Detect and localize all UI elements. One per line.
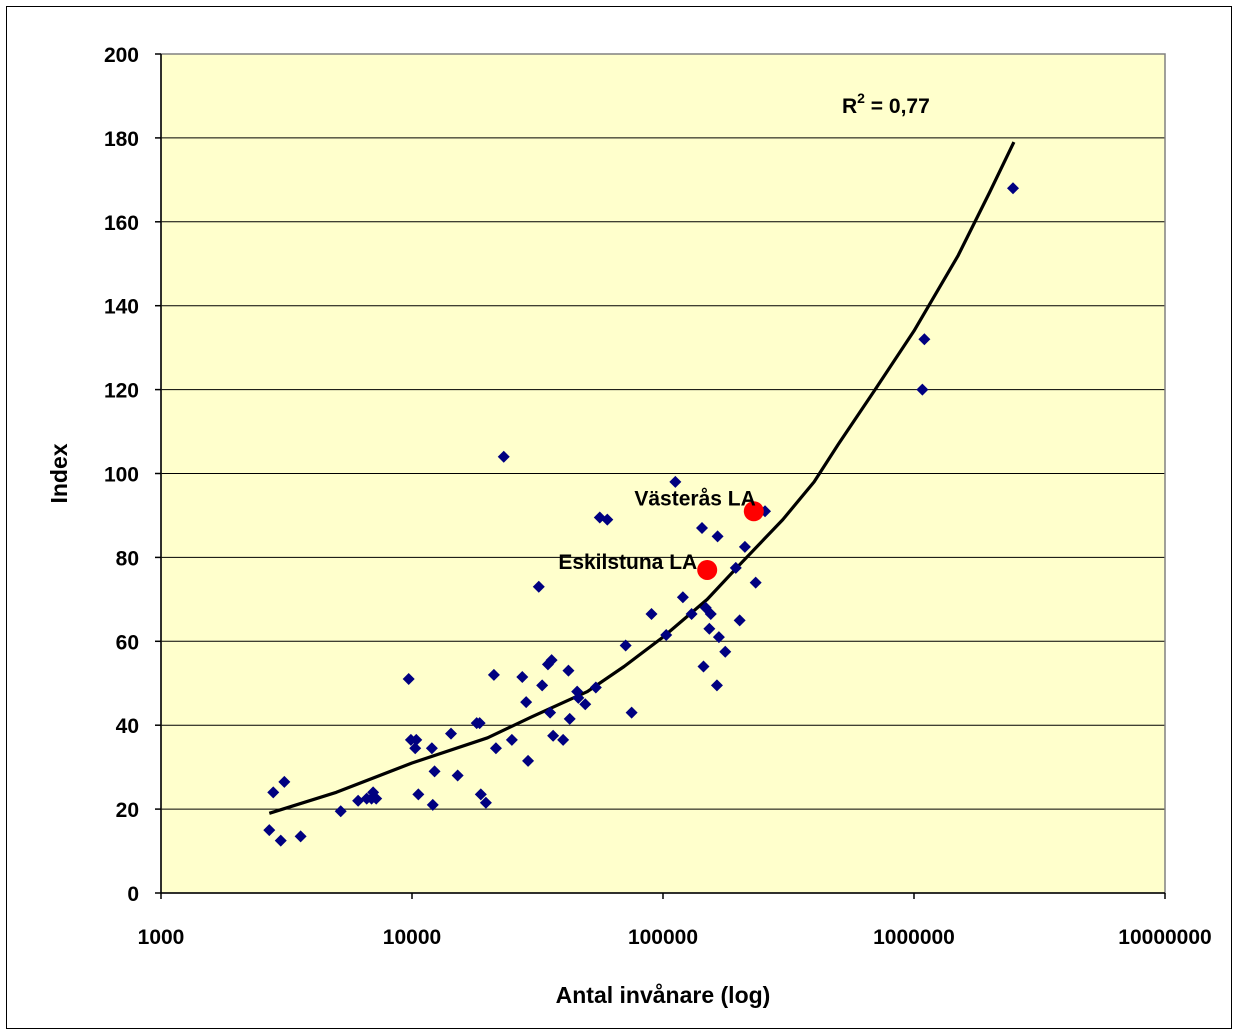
data-point <box>267 786 280 799</box>
data-point <box>505 733 518 746</box>
data-point <box>451 769 464 782</box>
y-tick-label: 140 <box>104 296 139 319</box>
highlight-point <box>697 559 718 580</box>
data-point <box>352 794 365 807</box>
data-point <box>370 792 383 805</box>
x-tick-label: 10000 <box>383 926 441 949</box>
data-point <box>711 530 724 543</box>
data-point <box>669 475 682 488</box>
trendline <box>268 141 1016 815</box>
data-point <box>579 698 592 711</box>
data-point <box>918 333 931 346</box>
data-point <box>712 631 725 644</box>
data-point <box>274 834 287 847</box>
data-point <box>562 664 575 677</box>
data-point <box>572 691 585 704</box>
data-point <box>294 830 307 843</box>
data-points <box>263 182 1020 847</box>
x-tick-label: 100000 <box>628 926 698 949</box>
data-point <box>479 796 492 809</box>
data-point <box>426 798 439 811</box>
data-point <box>544 706 557 719</box>
y-tick-label: 160 <box>104 212 139 235</box>
data-point <box>710 679 723 692</box>
data-point <box>676 591 689 604</box>
data-point <box>563 712 576 725</box>
data-point <box>522 754 535 767</box>
r-squared-annotation: R2 = 0,77 <box>842 90 930 118</box>
data-point <box>685 608 698 621</box>
data-point <box>278 775 291 788</box>
data-point <box>719 645 732 658</box>
y-tick-label: 120 <box>104 380 139 403</box>
data-point <box>334 805 347 818</box>
y-tick-label: 80 <box>116 547 139 570</box>
data-point <box>625 706 638 719</box>
x-tick-label: 1000 <box>138 926 185 949</box>
y-tick-label: 100 <box>104 464 139 487</box>
data-point <box>916 383 929 396</box>
data-point <box>1007 182 1020 195</box>
vasteras-label: Västerås LA <box>634 487 755 510</box>
y-axis-title: Index <box>46 443 72 503</box>
data-point <box>704 608 717 621</box>
data-point <box>425 742 438 755</box>
data-point <box>516 670 529 683</box>
data-point <box>695 522 708 535</box>
y-tick-label: 0 <box>127 883 139 906</box>
y-tick-label: 180 <box>104 128 139 151</box>
data-point <box>444 727 457 740</box>
r-squared-value: = 0,77 <box>865 95 930 118</box>
eskilstuna-label: Eskilstuna LA <box>558 551 697 574</box>
data-point <box>497 450 510 463</box>
data-point <box>520 696 533 709</box>
data-point <box>409 742 422 755</box>
data-point <box>729 561 742 574</box>
data-point <box>703 622 716 635</box>
y-tick-label: 20 <box>116 799 139 822</box>
data-point <box>547 729 560 742</box>
axes <box>155 53 1166 899</box>
tick-labels: 0 20 40 60 80 100 120 140 160 180 200 1000 10000 1000… <box>104 44 1212 949</box>
data-point <box>645 608 658 621</box>
data-point <box>589 681 602 694</box>
x-tick-label: 10000000 <box>1118 926 1211 949</box>
data-point <box>738 540 751 553</box>
r-squared-prefix: R <box>842 95 857 118</box>
data-point <box>660 629 673 642</box>
highlight-point <box>743 501 764 522</box>
data-point <box>402 673 415 686</box>
y-tick-label: 200 <box>104 44 139 67</box>
data-point <box>545 654 558 667</box>
data-point <box>536 679 549 692</box>
data-point <box>489 742 502 755</box>
data-point <box>749 576 762 589</box>
y-tick-label: 40 <box>116 715 139 738</box>
data-point <box>697 660 710 673</box>
data-point <box>557 733 570 746</box>
data-point <box>619 639 632 652</box>
data-point <box>428 765 441 778</box>
data-point <box>601 513 614 526</box>
data-point <box>263 824 276 837</box>
trendline-group <box>268 141 1016 815</box>
data-point <box>412 788 425 801</box>
r-squared-exponent: 2 <box>857 90 865 106</box>
data-point <box>474 788 487 801</box>
x-axis-title: Antal invånare (log) <box>556 982 771 1008</box>
x-tick-label: 1000000 <box>873 926 955 949</box>
data-point <box>733 614 746 627</box>
data-point <box>473 717 486 730</box>
y-tick-label: 60 <box>116 631 139 654</box>
data-point <box>532 580 545 593</box>
data-point <box>410 733 423 746</box>
data-point <box>487 668 500 681</box>
